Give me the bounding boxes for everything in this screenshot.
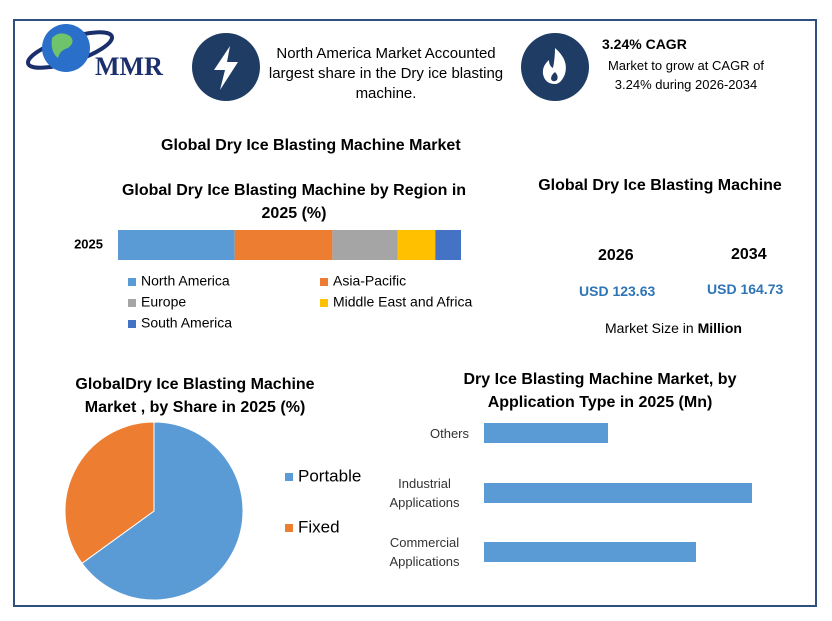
legend-label: South America [141,315,232,331]
legend-swatch [285,524,293,532]
legend-swatch [128,299,136,307]
market-value: USD 164.73 [707,281,784,297]
legend-swatch [320,278,328,286]
bar [484,483,752,503]
year: 2034 [731,246,767,263]
legend-label: Middle East and Africa [333,294,473,310]
legend-swatch [128,320,136,328]
unit: Million [697,320,742,336]
year: 2026 [598,247,634,264]
logo-globe [25,24,115,72]
market-unit: Market Size in Million [605,320,742,336]
cagr-text: Market to grow at CAGR of 3.24% during 2… [607,58,765,92]
bar [484,423,608,443]
legend-label: Europe [141,294,186,310]
main-title: Global Dry Ice Blasting Machine Market [161,137,461,154]
bar [484,542,696,562]
y-tick-label: Others [429,425,469,441]
legend-label: Portable [298,466,361,485]
legend-label: Asia-Pacific [333,273,406,289]
legend-label: North America [141,273,230,289]
legend-swatch [320,299,328,307]
lightning-icon [192,33,260,101]
legend-swatch [128,278,136,286]
bar-segment [435,230,461,260]
bar-segment [332,230,398,260]
bar-segment [397,230,436,260]
flame-icon [521,33,589,101]
frame [13,19,817,607]
legend-swatch [285,473,293,481]
legend-label: Fixed [298,517,340,536]
chart-title: GlobalDry Ice Blasting Machine Market , … [75,376,315,416]
bar-segment [118,230,235,260]
y-tick-label: 2025 [74,236,103,251]
cagr-title: 3.24% CAGR [602,36,687,52]
bar-segment [234,230,333,260]
market-value: USD 123.63 [579,283,656,299]
pie-slice [64,421,155,565]
market-title: Global Dry Ice Blasting Machine [538,177,782,194]
logo-text: MMR [95,52,163,81]
unit-prefix: Market Size in [605,320,694,336]
pie-slice [81,421,244,601]
y-tick-label: Commercial Applications [389,535,460,569]
header-note: North America Market Accounted largest s… [268,45,504,102]
y-tick-label: Industrial Applications [389,476,460,510]
chart-title: Dry Ice Blasting Machine Market, by Appl… [463,371,737,411]
chart-title: Global Dry Ice Blasting Machine by Regio… [121,182,467,222]
